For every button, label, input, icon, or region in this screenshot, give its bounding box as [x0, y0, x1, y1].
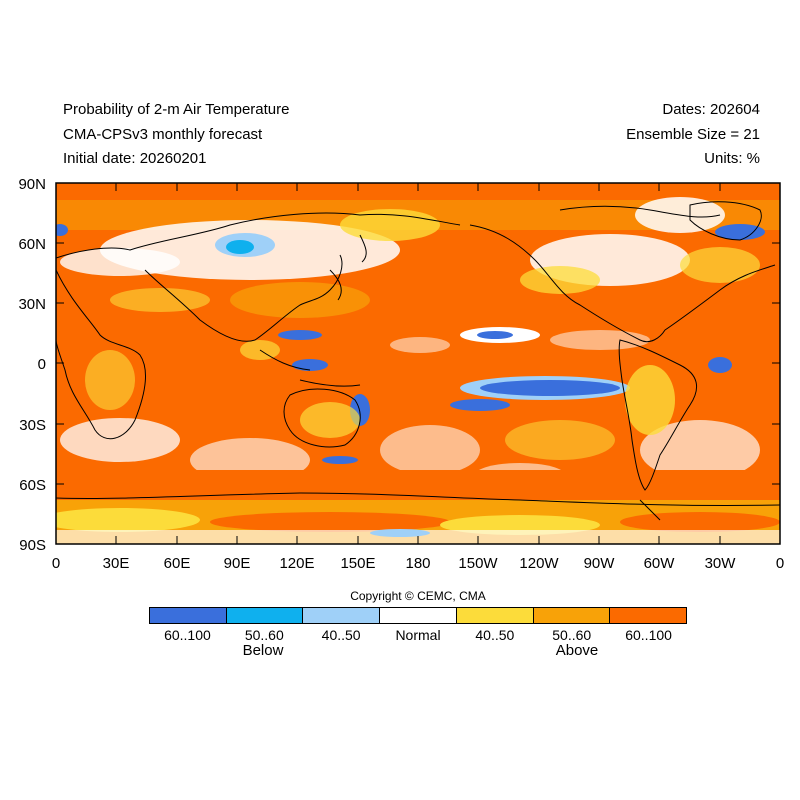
field-antarctica	[56, 500, 780, 544]
x-tick-90e: 90E	[224, 555, 251, 572]
x-tick-60w: 60W	[644, 555, 676, 572]
x-tick-labels: 0 30E 60E 90E 120E 150E 180 150W 120W 90…	[52, 555, 784, 572]
copyright-label: Copyright © CEMC, CMA	[350, 589, 486, 603]
dates-label: Dates: 202604	[662, 101, 760, 118]
x-tick-150w: 150W	[458, 555, 498, 572]
y-tick-90s: 90S	[19, 537, 46, 554]
title-line-2: CMA-CPSv3 monthly forecast	[63, 126, 263, 143]
y-tick-labels: 90N 60N 30N 0 30S 60S 90S	[18, 176, 46, 554]
x-tick-150e: 150E	[340, 555, 375, 572]
color-legend	[149, 607, 687, 624]
x-tick-120e: 120E	[279, 555, 314, 572]
x-tick-0-left: 0	[52, 555, 60, 572]
units-label: Units: %	[704, 150, 760, 167]
legend-swatch-below-50-60	[226, 608, 304, 623]
ensemble-size-label: Ensemble Size = 21	[626, 126, 760, 143]
legend-labels: 60..100 50..60 40..50 Normal 40..50 50..…	[149, 627, 687, 643]
y-tick-30s: 30S	[19, 417, 46, 434]
x-tick-30w: 30W	[705, 555, 737, 572]
y-tick-90n: 90N	[18, 176, 46, 193]
legend-swatch-above-50-60	[533, 608, 611, 623]
legend-label-normal: Normal	[395, 627, 441, 643]
legend-swatch-above-40-50	[456, 608, 534, 623]
y-tick-60s: 60S	[19, 477, 46, 494]
axis-ticks	[55, 182, 780, 545]
x-tick-0-right: 0	[776, 555, 784, 572]
legend-swatch-normal	[380, 608, 457, 623]
field-southern-ocean	[56, 470, 780, 500]
x-tick-30e: 30E	[103, 555, 130, 572]
y-tick-60n: 60N	[18, 236, 46, 253]
legend-label-above-50-60: 50..60	[552, 627, 592, 643]
y-tick-30n: 30N	[18, 296, 46, 313]
x-tick-180: 180	[405, 555, 430, 572]
legend-swatch-below-60-100	[150, 608, 227, 623]
legend-label-below-50-60: 50..60	[244, 627, 284, 643]
map-field	[56, 183, 780, 544]
x-tick-60e: 60E	[164, 555, 191, 572]
title-line-1: Probability of 2-m Air Temperature	[63, 101, 290, 118]
legend-swatch-above-60-100	[610, 608, 687, 623]
legend-label-above-40-50: 40..50	[475, 627, 515, 643]
x-tick-120w: 120W	[519, 555, 559, 572]
legend-above-label: Above	[555, 642, 599, 659]
title-line-3: Initial date: 20260201	[63, 150, 207, 167]
legend-below-label: Below	[242, 642, 284, 659]
y-tick-0: 0	[38, 356, 46, 373]
legend-swatch-below-40-50	[303, 608, 381, 623]
legend-label-below-40-50: 40..50	[321, 627, 361, 643]
legend-label-above-60-100: 60..100	[625, 627, 672, 643]
legend-label-below-60-100: 60..100	[164, 627, 211, 643]
coastlines	[56, 201, 780, 521]
x-tick-90w: 90W	[584, 555, 616, 572]
